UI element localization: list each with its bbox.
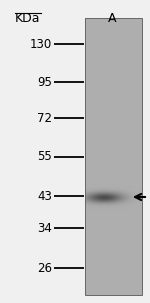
Text: A: A — [108, 12, 116, 25]
Text: KDa: KDa — [15, 12, 41, 25]
Text: 43: 43 — [37, 189, 52, 202]
Text: 72: 72 — [37, 112, 52, 125]
Text: 55: 55 — [37, 151, 52, 164]
Bar — [85, 18, 142, 295]
Text: 95: 95 — [37, 75, 52, 88]
Text: 130: 130 — [30, 38, 52, 51]
Text: 34: 34 — [37, 221, 52, 235]
Text: 26: 26 — [37, 261, 52, 275]
